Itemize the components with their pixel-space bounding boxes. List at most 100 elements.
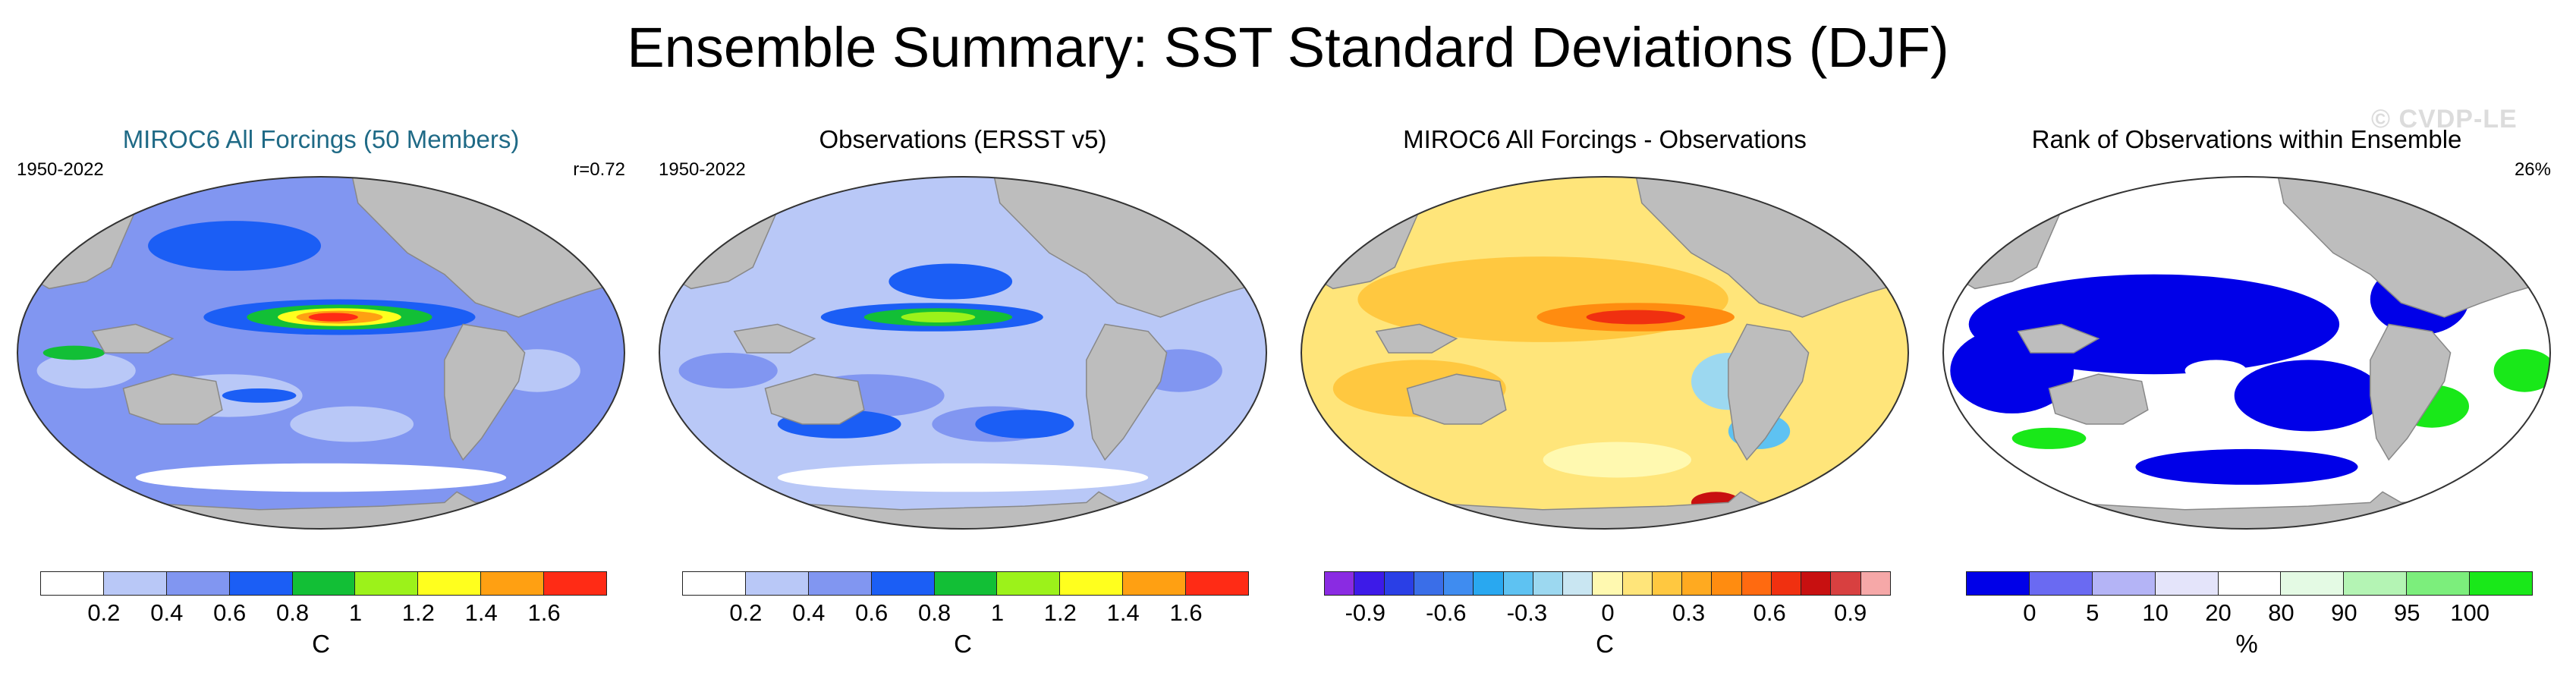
indian-ocean-band [42, 345, 105, 360]
colorbar-ticks: 0.2 0.4 0.6 0.8 1 1.2 1.4 1.6 [0, 599, 642, 630]
colorbar-swatch [291, 571, 356, 596]
colorbar-ticks: 0 5 10 20 80 90 95 100 [1926, 599, 2568, 630]
maritime-continent [2017, 323, 2100, 354]
colorbar-tick-label: 80 [2268, 599, 2294, 626]
maritime-continent [733, 323, 816, 354]
colorbar [682, 571, 1249, 596]
colorbar-tick-label: 1.6 [1169, 599, 1203, 626]
colorbar-tick-label: 0 [1601, 599, 1615, 626]
south-america [444, 323, 526, 461]
australia [1406, 373, 1507, 425]
colorbar-swatch [1592, 571, 1623, 596]
south-america [2370, 323, 2452, 461]
colorbar-swatch [354, 571, 419, 596]
colorbar-swatch [996, 571, 1061, 596]
colorbar [40, 571, 607, 596]
colorbar-tick-label: 0.4 [150, 599, 184, 626]
colorbar-swatch [1443, 571, 1474, 596]
colorbar-swatch [1651, 571, 1682, 596]
colorbar-tick-label: 1.4 [464, 599, 498, 626]
enso-red [308, 313, 358, 322]
colorbar-swatch [543, 571, 607, 596]
colorbar-tick-label: 0.8 [275, 599, 310, 626]
panel-title: Rank of Observations within Ensemble [2031, 125, 2462, 153]
colorbar-swatch [1966, 571, 2030, 596]
east-low-rank [2234, 360, 2383, 432]
colorbar-swatch [2154, 571, 2219, 596]
north-pacific-band [889, 263, 1013, 300]
period-label: 1950-2022 [17, 159, 104, 180]
colorbar-swatch [682, 571, 746, 596]
panel-title: MIROC6 All Forcings (50 Members) [122, 125, 520, 153]
colorbar-swatch [417, 571, 482, 596]
colorbar-tick-label: -0.3 [1506, 599, 1548, 626]
maritime-continent [1375, 323, 1458, 354]
colorbar-tick-label: 100 [2450, 599, 2490, 626]
colorbar-swatch [1801, 571, 1832, 596]
colorbar-unit: C [954, 630, 972, 658]
colorbar-swatch [807, 571, 872, 596]
ocean-patch [36, 353, 136, 388]
map-panel: MIROC6 All Forcings - Observations -0.9 -0… [1284, 114, 1926, 676]
ocean-patch [290, 406, 414, 442]
colorbar-swatch [933, 571, 998, 596]
map-outline [1301, 176, 1909, 530]
map [1938, 175, 2556, 535]
colorbar-swatch [2469, 571, 2533, 596]
colorbar-unit: C [1596, 630, 1614, 658]
map-field [659, 177, 1266, 529]
colorbar-tick-label: 5 [2086, 599, 2099, 626]
map-panel: Observations (ERSST v5) 1950-2022 0.2 0.4 0.… [642, 114, 1284, 676]
colorbar-swatch [2028, 571, 2093, 596]
australia [764, 373, 865, 425]
australia [122, 373, 223, 425]
colorbar-tick-label: 1.6 [527, 599, 561, 626]
mid-rank-patch [2184, 360, 2247, 382]
colorbar-tick-label: 0.2 [87, 599, 121, 626]
map-panel: MIROC6 All Forcings (50 Members) 1950-202… [0, 114, 642, 676]
south-pacific-band [222, 388, 297, 403]
colorbar-swatch [165, 571, 230, 596]
australia [2048, 373, 2149, 425]
colorbar-tick-label: 20 [2205, 599, 2232, 626]
panel-title: MIROC6 All Forcings - Observations [1403, 125, 1807, 153]
colorbar-swatch [2406, 571, 2470, 596]
colorbar-tick-label: 0.6 [1753, 599, 1786, 626]
maritime-continent [91, 323, 175, 354]
colorbar-swatch [1830, 571, 1861, 596]
colorbar-swatch [870, 571, 935, 596]
north-pacific-band [148, 221, 321, 271]
colorbar-ticks: 0.2 0.4 0.6 0.8 1 1.2 1.4 1.6 [642, 599, 1284, 630]
map-outline [659, 176, 1267, 530]
colorbar-swatch [1185, 571, 1249, 596]
enso-yellowgreen [901, 311, 976, 323]
colorbar-ticks: -0.9 -0.6 -0.3 0 0.3 0.6 0.9 [1284, 599, 1926, 630]
colorbar-swatch [2343, 571, 2408, 596]
high-rank-patch [2493, 349, 2550, 392]
colorbar [1966, 571, 2533, 596]
map [12, 175, 630, 535]
high-rank-patch [2011, 427, 2087, 449]
southern-low-rank [2135, 448, 2358, 485]
colorbar-swatch [1473, 571, 1504, 596]
colorbar-tick-label: 95 [2393, 599, 2420, 626]
colorbar-tick-label: 1.2 [401, 599, 435, 626]
colorbar [1324, 571, 1891, 596]
period-label: 1950-2022 [659, 159, 746, 180]
colorbar-swatch [1562, 571, 1593, 596]
south-america [1728, 323, 1810, 461]
colorbar-unit: % [2235, 630, 2258, 658]
colorbar-swatch [1413, 571, 1444, 596]
colorbar-unit: C [312, 630, 330, 658]
enso-strong [1586, 310, 1685, 325]
south-neutral [1543, 442, 1691, 478]
map-svg [17, 176, 625, 530]
colorbar-swatch [744, 571, 809, 596]
colorbar-tick-label: 0.6 [213, 599, 247, 626]
colorbar-swatch [1681, 571, 1713, 596]
colorbar-tick-label: 1 [990, 599, 1005, 626]
colorbar-swatch [1122, 571, 1186, 596]
colorbar-swatch [2217, 571, 2282, 596]
colorbar-tick-label: 1.4 [1106, 599, 1140, 626]
colorbar-tick-label: 1.2 [1043, 599, 1077, 626]
